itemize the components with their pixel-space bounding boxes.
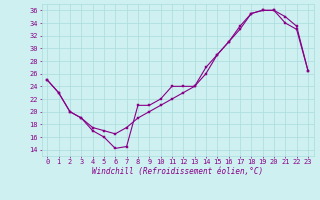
X-axis label: Windchill (Refroidissement éolien,°C): Windchill (Refroidissement éolien,°C) (92, 167, 263, 176)
